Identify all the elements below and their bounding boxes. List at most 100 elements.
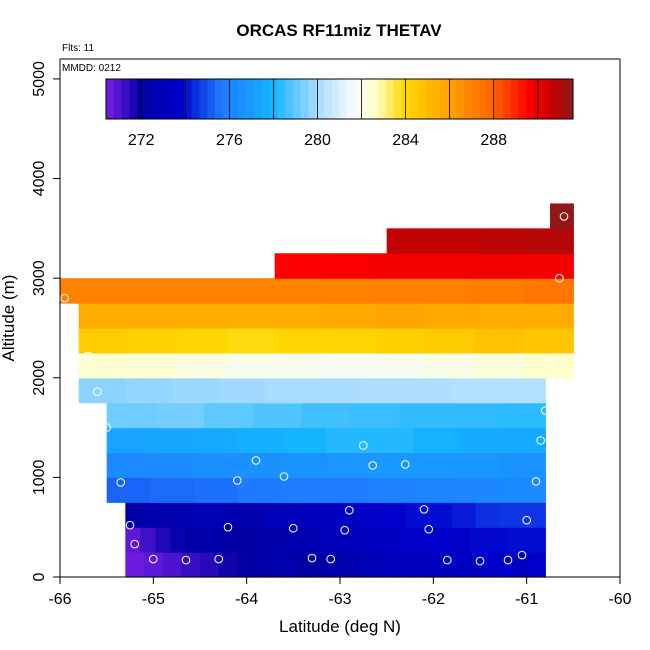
heatmap-cell (343, 552, 362, 578)
heatmap-cell (523, 303, 574, 329)
heatmap-cell (162, 552, 182, 578)
heatmap-cells (60, 203, 574, 578)
heatmap-cell (125, 552, 145, 578)
heatmap-cell (302, 527, 322, 553)
heatmap-cell (128, 327, 179, 354)
heatmap-cell (282, 477, 327, 503)
heatmap-cell (457, 427, 503, 454)
heatmap-cell (413, 452, 459, 478)
x-axis-label: Latitude (deg N) (279, 617, 401, 636)
heatmap-cell (194, 452, 239, 478)
heatmap-cell (218, 502, 243, 528)
heatmap-cell (128, 352, 179, 379)
colorbar-swatch (191, 79, 200, 119)
heatmap-cell (324, 253, 375, 279)
observation-point (340, 525, 350, 535)
x-tick-label: -61 (515, 591, 538, 608)
heatmap-cell (276, 352, 327, 379)
heatmap-cell (150, 427, 195, 454)
y-tick-label: 3000 (31, 260, 48, 296)
heatmap-cell (218, 377, 266, 404)
heatmap-cell (231, 527, 248, 553)
heatmap-cell (414, 527, 434, 553)
heatmap-cell (177, 327, 228, 354)
colorbar-swatch (464, 79, 473, 119)
heatmap-cell (470, 527, 490, 553)
heatmap-cell (150, 477, 195, 503)
heatmap-cell (150, 452, 195, 478)
observation-point (368, 461, 378, 470)
heatmap-cell (369, 427, 415, 454)
heatmap-cell (195, 502, 220, 528)
colorbar-swatch (355, 79, 364, 119)
heatmap-cell (111, 278, 164, 304)
heatmap-cell (227, 352, 278, 379)
heatmap-cell (284, 527, 304, 553)
heatmap-cell (256, 552, 276, 578)
colorbar-swatch (168, 79, 177, 119)
heatmap-cell (265, 527, 285, 553)
heatmap-cell (242, 502, 266, 528)
y-axis: 0 1000 2000 3000 4000 5000 (31, 61, 60, 581)
colorbar-swatch (432, 79, 442, 119)
colorbar-swatch (183, 79, 193, 119)
observation-point (517, 550, 527, 560)
x-tick-label: -64 (235, 591, 258, 608)
x-tick-label: -63 (328, 591, 351, 608)
heatmap-cell (181, 552, 201, 578)
y-tick-label: 4000 (31, 161, 48, 197)
heatmap-cell (424, 352, 475, 379)
x-tick-label: -65 (142, 591, 165, 608)
chart-title: ORCAS RF11miz THETAV (236, 21, 442, 40)
heatmap-cell (375, 352, 426, 379)
date-annotation: MMDD: 0212 (62, 63, 121, 74)
colorbar-swatch (386, 79, 395, 119)
heatmap-cell (405, 502, 430, 528)
observation-point (60, 293, 69, 303)
heatmap-cell (335, 502, 360, 528)
heatmap-cell (526, 228, 574, 254)
observation-point (289, 523, 298, 533)
heatmap-cell (326, 352, 377, 379)
colorbar-swatch (471, 79, 481, 119)
colorbar-tick-label: 272 (128, 132, 155, 149)
heatmap-cell (274, 253, 326, 279)
observation-point (541, 406, 550, 415)
heatmap-cell (396, 527, 416, 553)
heatmap-cell (433, 527, 453, 553)
heatmap-cell (326, 303, 377, 329)
heatmap-cell (413, 477, 459, 503)
heatmap-cell (498, 502, 523, 528)
observation-point (531, 477, 541, 486)
colorbar-swatch (106, 79, 115, 119)
heatmap-cell (312, 377, 360, 404)
heatmap-cell (368, 278, 420, 304)
heatmap-cell (172, 377, 220, 404)
colorbar: 272 276 280 284 288 (105, 78, 574, 149)
colorbar-swatch (534, 79, 543, 119)
heatmap-cell (496, 402, 546, 429)
heatmap-cell (428, 502, 453, 528)
colorbar-swatch (526, 79, 535, 119)
heatmap-cell (501, 477, 546, 503)
observation-point (326, 554, 336, 564)
observation-point (125, 520, 135, 530)
colorbar-swatch (222, 79, 232, 119)
heatmap-cell (350, 402, 400, 429)
heatmap-cell (410, 552, 429, 578)
heatmap-cell (78, 377, 126, 404)
heatmap-cell (427, 552, 446, 578)
heatmap-cell (419, 278, 472, 304)
colorbar-swatch (316, 79, 325, 119)
heatmap-cell (227, 327, 278, 354)
heatmap-cell (288, 502, 313, 528)
heatmap-cell (265, 278, 318, 304)
colorbar-swatch (448, 79, 457, 119)
heatmap-cell (238, 452, 283, 478)
heatmap-cell (125, 502, 150, 528)
observation-point (83, 351, 93, 361)
colorbar-swatch (331, 79, 340, 119)
heatmap-cell (155, 402, 205, 429)
heatmap-cell (326, 452, 371, 478)
heatmap-cell (216, 527, 233, 553)
